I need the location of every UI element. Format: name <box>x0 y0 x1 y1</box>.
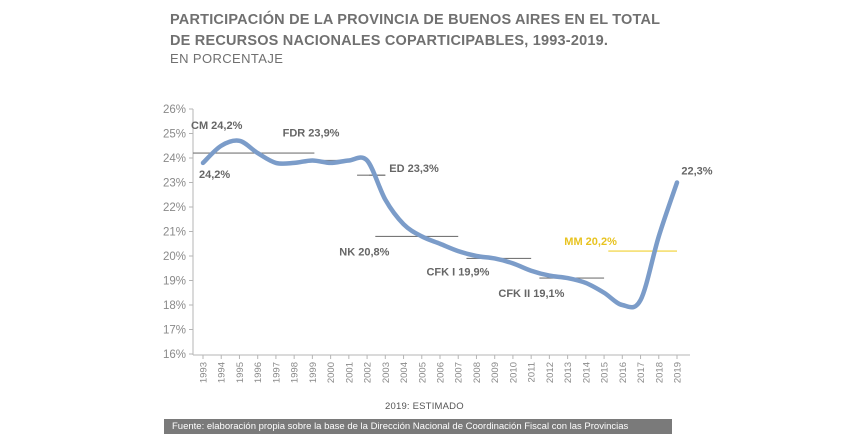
x-tick-label: 1996 <box>253 362 264 383</box>
y-tick-label: 17% <box>163 325 186 337</box>
y-tick-label: 21% <box>163 227 186 239</box>
chart-title-line-1: PARTICIPACIÓN DE LA PROVINCIA DE BUENOS … <box>170 12 661 28</box>
estimate-note: 2019: ESTIMADO <box>385 401 464 412</box>
x-tick-label: 2016 <box>618 362 629 383</box>
y-tick-label: 25% <box>163 129 186 141</box>
annotation-label-cm: CM 24,2% <box>191 120 243 132</box>
x-tick-label: 1998 <box>290 362 301 383</box>
x-tick-label: 2015 <box>600 362 611 383</box>
axes: 16% 17% 18% 19% 20% 21% 22% 23% 24% 25% 26% 1993 199… <box>163 104 690 383</box>
x-tick-label: 2001 <box>344 362 355 383</box>
x-tick-label: 2002 <box>363 362 374 383</box>
x-tick-label: 2013 <box>563 362 574 383</box>
annotation-label-cfk1: CFK I 19,9% <box>426 266 489 278</box>
y-tick-label: 16% <box>163 349 186 361</box>
x-tick-label: 1994 <box>217 362 228 383</box>
chart-title: PARTICIPACIÓN DE LA PROVINCIA DE BUENOS … <box>170 10 810 52</box>
x-tick-label: 2003 <box>381 362 392 383</box>
annotation-labels: CM 24,2% FDR 23,9% ED 23,3% NK 20,8% CFK I 1… <box>191 120 713 300</box>
annotation-label-ed: ED 23,3% <box>389 163 439 175</box>
x-tick-label: 1995 <box>235 362 246 383</box>
annotation-label-fdr: FDR 23,9% <box>283 127 340 139</box>
point-label-first: 24,2% <box>199 169 230 181</box>
point-label-last: 22,3% <box>681 166 712 178</box>
y-tick-label: 19% <box>163 276 186 288</box>
y-tick-label: 26% <box>163 104 186 116</box>
x-tick-label: 2014 <box>581 362 592 383</box>
x-tick-label: 2009 <box>490 362 501 383</box>
x-tick-label: 2005 <box>417 362 428 383</box>
line-chart: 16% 17% 18% 19% 20% 21% 22% 23% 24% 25% 26% 1993 199… <box>163 104 713 383</box>
chart-title-line-2: DE RECURSOS NACIONALES COPARTICIPABLES, … <box>170 33 609 49</box>
x-tick-label: 2011 <box>527 362 538 382</box>
x-tick-label: 2010 <box>508 362 519 383</box>
x-tick-label: 2019 <box>673 362 684 383</box>
y-tick-label: 20% <box>163 251 186 263</box>
chart-subtitle: EN PORCENTAJE <box>170 51 284 66</box>
y-tick-label: 18% <box>163 300 186 312</box>
series-line <box>200 138 680 310</box>
x-tick-label: 2018 <box>654 362 665 383</box>
annotation-label-cfk2: CFK II 19,1% <box>498 288 564 300</box>
y-tick-label: 22% <box>163 202 186 214</box>
y-tick-label: 24% <box>163 153 186 165</box>
x-tick-label: 1999 <box>308 362 319 383</box>
annotation-label-nk: NK 20,8% <box>339 246 389 258</box>
x-tick-label: 2017 <box>636 362 647 383</box>
x-tick-label: 1997 <box>271 362 282 383</box>
x-tick-label: 2004 <box>399 362 410 383</box>
source-bar: Fuente: elaboración propia sobre la base… <box>164 419 672 434</box>
x-tick-label: 2007 <box>454 362 465 383</box>
x-tick-label: 2000 <box>326 362 337 383</box>
x-tick-label: 2008 <box>472 362 483 383</box>
x-tick-label: 2012 <box>545 362 556 383</box>
x-tick-label: 1993 <box>199 362 210 383</box>
annotation-label-mm: MM 20,2% <box>564 236 617 248</box>
x-tick-label: 2006 <box>436 362 447 383</box>
y-tick-label: 23% <box>163 178 186 190</box>
